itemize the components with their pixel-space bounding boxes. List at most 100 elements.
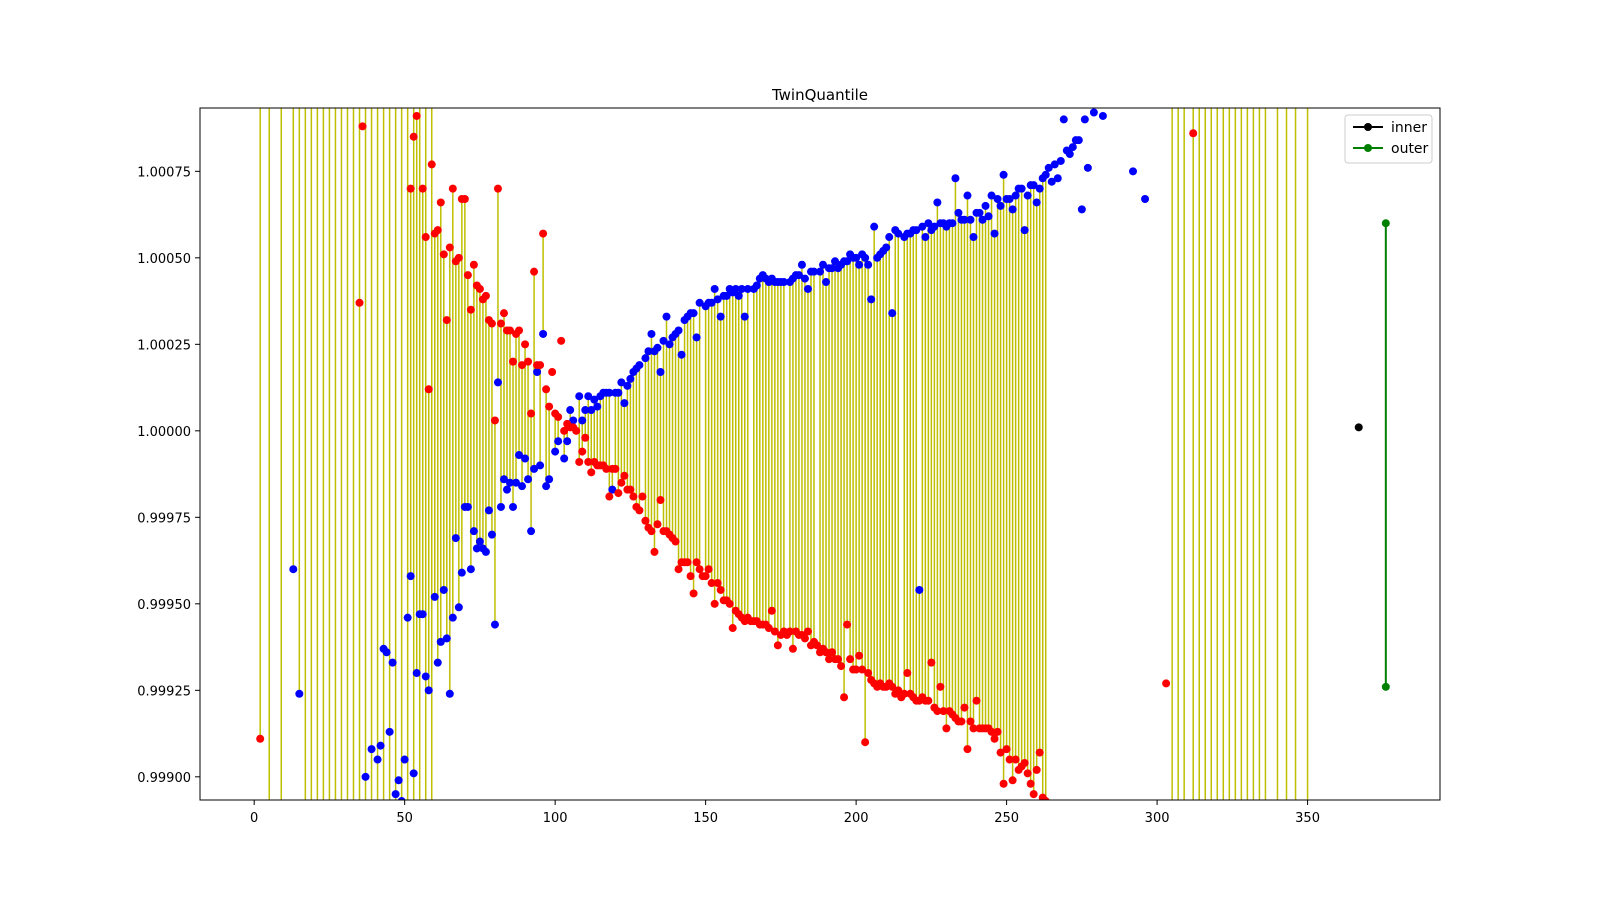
red-point [764,624,773,633]
blue-point [689,309,698,318]
red-point [939,707,948,716]
red-point [966,717,975,726]
blue-point [581,406,590,415]
red-point [1026,779,1035,788]
red-point [803,627,812,636]
blue-point [412,669,421,678]
blue-point [409,769,418,778]
red-point [409,132,418,141]
red-point [439,250,448,259]
red-point [990,734,999,743]
blue-point [1074,136,1083,145]
blue-point [620,399,629,408]
blue-point [388,658,397,667]
stems-layer [259,108,1309,800]
red-point [1189,129,1198,138]
blue-point [1041,170,1050,179]
blue-point [885,233,894,242]
y-tick-label: 0.99950 [137,598,191,613]
blue-point [593,402,602,411]
red-point [888,682,897,691]
legend-outer-marker [1364,144,1372,152]
legend-outer-label: outer [1391,141,1429,157]
blue-point [1032,198,1041,207]
red-point [614,489,623,498]
red-point [903,669,912,678]
plot-frame [199,107,1441,801]
x-tick-label: 0 [250,811,258,826]
y-tick-label: 1.00050 [137,252,191,267]
red-point [1002,745,1011,754]
blue-point [457,568,466,577]
blue-point [1056,156,1065,165]
red-point [506,326,514,335]
blue-point [605,388,614,397]
red-point [843,620,852,629]
blue-point [439,585,448,594]
red-point [412,111,421,120]
blue-point [487,530,496,539]
blue-point [484,506,493,515]
x-tick-label: 300 [1145,811,1170,826]
blue-point [575,392,584,401]
plot-area [256,108,1390,800]
x-tick-label: 350 [1295,811,1320,826]
blue-point [641,354,650,363]
red-point [770,627,779,636]
blue-point [527,527,536,536]
blue-point [542,482,551,491]
red-point [542,385,551,394]
blue-point [569,416,578,425]
red-point [704,565,713,574]
red-point [716,585,725,594]
blue-point [831,257,840,266]
blue-point [665,340,674,349]
red-point [788,644,797,653]
blue-point [656,367,665,376]
blue-point [1008,205,1017,214]
blue-point [499,475,508,484]
blue-point [855,260,864,269]
red-point [656,496,665,505]
red-point [524,357,533,366]
blue-point [737,284,746,293]
blue-point [816,267,824,276]
blue-point [963,191,972,200]
red-point [436,198,445,207]
blue-point [1029,181,1038,190]
red-point [641,516,650,525]
blue-point [918,222,927,231]
x-tick-label: 150 [693,811,718,826]
red-point [653,520,662,529]
red-point [518,361,527,370]
red-point [1008,776,1017,785]
red-point [481,291,490,300]
blue-point [391,790,400,799]
blue-point [692,333,701,342]
blue-point [716,312,725,321]
red-point [728,624,737,633]
blue-point [512,478,521,487]
red-point [689,589,698,598]
blue-point [1017,184,1026,193]
blue-point [424,686,433,695]
red-point [785,627,794,636]
red-point [773,641,782,650]
red-point [1029,790,1038,799]
inner-point [1354,423,1363,432]
blue-point [430,592,439,601]
red-point [587,468,596,477]
blue-point [912,226,921,235]
red-point [957,717,966,726]
blue-point [794,271,803,280]
red-point [936,682,945,691]
blue-point [1020,226,1029,235]
red-point [725,599,734,608]
blue-point [490,620,499,629]
y-axis: 0.99900 0.99925 0.99950 0.99975 1.00000 1.000… [137,165,200,786]
blue-point [614,388,623,397]
red-point [584,457,593,466]
blue-point [373,755,382,764]
red-point [475,284,484,293]
blue-point [403,613,412,622]
